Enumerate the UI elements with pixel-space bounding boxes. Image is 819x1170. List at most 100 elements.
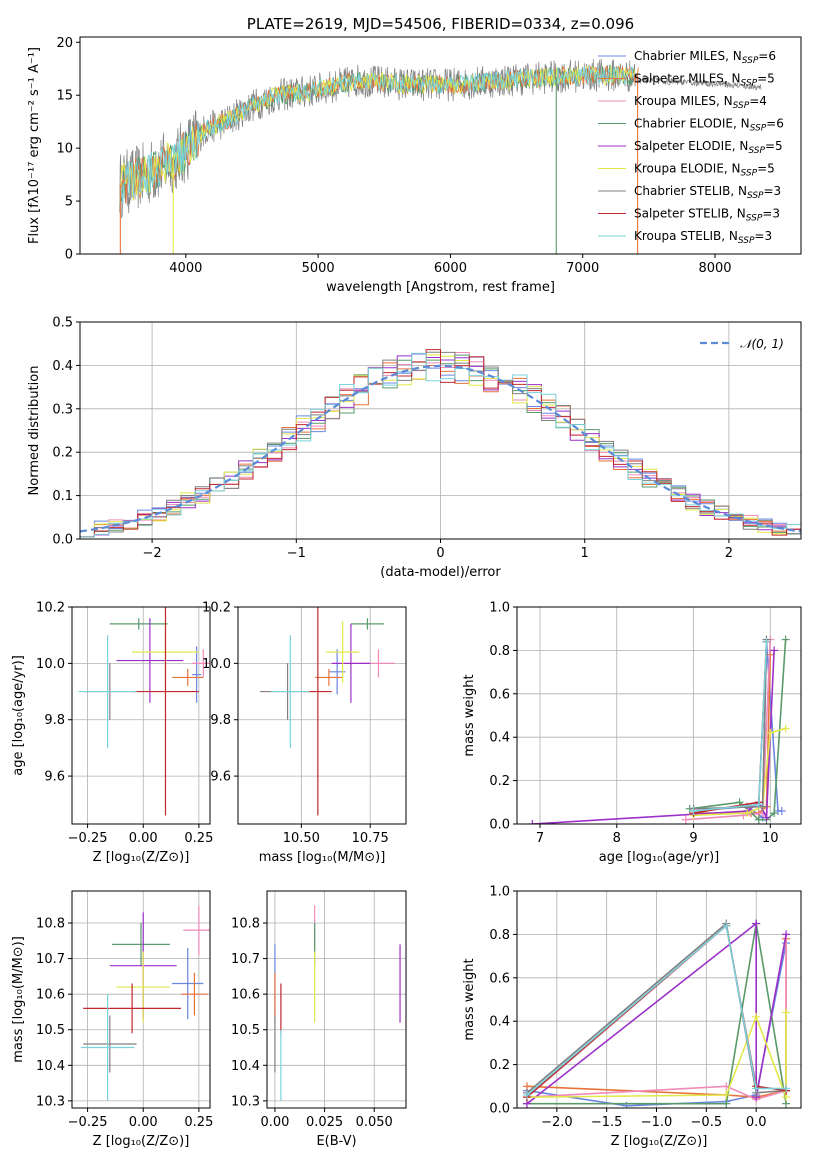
mass-vs-z-ytick-label: 10.8: [36, 917, 65, 932]
weight-vs-z-series-salpeter-elodie: [522, 919, 791, 1108]
age-vs-mass-point-kroupa-stelib: [271, 635, 310, 748]
age-vs-mass-ytick-label: 9.6: [210, 770, 231, 785]
weight-vs-age-xtick-label: 10: [762, 831, 779, 846]
mass-vs-z-point-salpeter-miles: [181, 972, 208, 1016]
mass-vs-z-point-chabrier-elodie: [112, 923, 170, 966]
normal-curve: [80, 364, 801, 533]
age-vs-z-point-salpeter-elodie: [116, 618, 184, 703]
weight-vs-age-ytick-label: 0.8: [489, 644, 510, 659]
spectrum-ytick-label: 15: [56, 89, 73, 104]
age-vs-z-panel: −0.25 0.00 0.25 9.6 9.8 10.0 10.2 Z [log₁₀(Z/Z⊙…: [11, 601, 213, 866]
weight-vs-age-xlabel: age [log₁₀(age/yr)]: [599, 850, 720, 865]
mass-vs-z-ylabel: mass [log₁₀(M/M⊙)]: [11, 936, 26, 1063]
residuals-xtick-label: −2: [143, 546, 162, 561]
age-vs-z-ytick-label: 9.6: [44, 770, 65, 785]
age-vs-z-ytick-label: 10.0: [36, 657, 65, 672]
weight-vs-z-xtick-label: −0.5: [691, 1115, 723, 1130]
age-vs-mass-xtick-label: 10.50: [283, 831, 320, 846]
spectrum-plot-area: [119, 58, 762, 254]
weight-vs-age-ytick-label: 0.2: [489, 774, 510, 789]
mass-vs-z-ytick-label: 10.6: [36, 988, 65, 1003]
age-vs-mass-xtick-label: 10.75: [352, 831, 389, 846]
mass-vs-z-ytick-label: 10.3: [36, 1094, 65, 1109]
weight-vs-z-ytick-label: 0.8: [489, 928, 510, 943]
mass-vs-ebv-xtick-label: 0.00: [260, 1115, 289, 1130]
residuals-ytick-label: 0.1: [52, 489, 73, 504]
weight-vs-z-ytick-label: 0.2: [489, 1058, 510, 1073]
residuals-ylabel: Normed distribution: [27, 366, 42, 496]
residuals-legend-label: 𝒩(0, 1): [740, 337, 784, 351]
weight-vs-z-xtick-label: 0.0: [746, 1115, 767, 1130]
mass-vs-ebv-xtick-label: 0.050: [356, 1115, 393, 1130]
age-vs-z-frame: [71, 606, 211, 825]
mass-vs-z-ytick-label: 10.5: [36, 1023, 65, 1038]
weight-vs-z-xtick-label: −1.5: [591, 1115, 623, 1130]
mass-vs-z-point-kroupa-miles: [183, 905, 210, 956]
age-vs-z-point-chabrier-elodie: [109, 618, 168, 630]
age-vs-z-ytick-label: 9.8: [44, 713, 65, 728]
mass-vs-z-point-chabrier-stelib: [83, 1015, 137, 1073]
residuals-xtick-label: −1: [287, 546, 306, 561]
weight-vs-age-plot-area: [528, 635, 790, 824]
spectrum-legend-label: Kroupa STELIB, NSSP=3: [634, 229, 772, 246]
weight-vs-age-series-kroupa-miles: [681, 635, 775, 824]
weight-vs-age-xtick-label: 8: [613, 831, 621, 846]
weight-vs-z-xtick-label: −2.0: [541, 1115, 573, 1130]
weight-vs-z-frame: [516, 890, 802, 1109]
spectrum-legend-label: Chabrier STELIB, NSSP=3: [634, 184, 781, 201]
weight-vs-age-series-kroupa-stelib: [689, 637, 771, 815]
mass-vs-z-plot-area: [80, 905, 210, 1101]
weight-vs-age-xtick-label: 7: [536, 831, 544, 846]
spectrum-ytick-label: 5: [65, 195, 73, 210]
weight-vs-z-series-kroupa-stelib: [522, 921, 791, 1099]
weight-vs-age-panel: 7 8 9 10 0.0 0.2 0.4 0.6 0.8 1.0 age [log₁₀(age/yr…: [462, 601, 802, 865]
mass-vs-ebv-ytick-label: 10.6: [231, 988, 260, 1003]
weight-vs-z-panel: −2.0 −1.5 −1.0 −0.5 0.0 0.0 0.2 0.4 0.6 0.8 1.0 Z […: [462, 885, 802, 1149]
spectrum-ytick-label: 20: [56, 36, 73, 51]
weight-vs-z-ylabel: mass weight: [462, 958, 477, 1040]
mass-vs-z-point-kroupa-elodie: [116, 951, 170, 1023]
age-vs-z-xtick-label: 0.00: [129, 831, 158, 846]
weight-vs-age-series-chabrier-elodie: [685, 635, 790, 824]
spectrum-frame: [79, 36, 802, 255]
age-vs-z-point-kroupa-stelib: [78, 635, 137, 748]
spectrum-ylabel: Flux [fλ10⁻¹⁷ erg cm⁻² s⁻¹ A⁻¹]: [27, 47, 42, 244]
mass-vs-z-xlabel: Z [log₁₀(Z/Z⊙)]: [93, 1134, 190, 1149]
age-vs-mass-panel: 10.50 10.75 9.6 9.8 10.0 10.2 mass [log₁₀(M/M⊙…: [202, 601, 407, 865]
spectrum-xlabel: wavelength [Angstrom, rest frame]: [326, 280, 555, 295]
spectrum-legend-label: Kroupa MILES, NSSP=4: [634, 94, 767, 111]
residuals-ytick-label: 0.2: [52, 446, 73, 461]
age-vs-z-point-kroupa-miles: [192, 649, 210, 678]
age-vs-z-xlabel: Z [log₁₀(Z/Z⊙)]: [93, 850, 190, 865]
weight-vs-age-ytick-label: 0.6: [489, 687, 510, 702]
age-vs-mass-ytick-label: 10.0: [202, 657, 231, 672]
residuals-xtick-label: 1: [581, 546, 589, 561]
residuals-plot-area: [80, 349, 801, 538]
age-vs-mass-point-chabrier-elodie: [350, 618, 384, 630]
spectrum-xtick-label: 5000: [302, 261, 335, 276]
residuals-xtick-label: 2: [725, 546, 733, 561]
residuals-ytick-label: 0.3: [52, 402, 73, 417]
residuals-ytick-label: 0.0: [52, 533, 73, 548]
spectrum-xtick-label: 8000: [698, 261, 731, 276]
weight-vs-z-xlabel: Z [log₁₀(Z/Z⊙)]: [611, 1134, 708, 1149]
spectrum-model-line: [119, 65, 636, 207]
residuals-ytick-label: 0.4: [52, 359, 73, 374]
weight-vs-z-ytick-label: 0.0: [489, 1102, 510, 1117]
mass-vs-ebv-ytick-label: 10.4: [231, 1059, 260, 1074]
weight-vs-z-ytick-label: 1.0: [489, 885, 510, 900]
spectrum-xtick-label: 4000: [169, 261, 202, 276]
mass-vs-ebv-ytick-label: 10.3: [231, 1094, 260, 1109]
mass-vs-z-point-salpeter-stelib: [83, 983, 182, 1034]
weight-vs-age-ytick-label: 0.4: [489, 731, 510, 746]
weight-vs-age-series-chabrier-stelib: [689, 635, 771, 813]
residuals-xtick-label: 0: [436, 546, 444, 561]
weight-vs-age-series-salpeter-stelib: [689, 637, 771, 818]
mass-vs-ebv-xlabel: E(B-V): [316, 1134, 356, 1149]
age-vs-mass-frame: [237, 606, 407, 825]
mass-vs-z-frame: [71, 890, 211, 1109]
age-vs-z-plot-area: [78, 607, 210, 816]
weight-vs-z-ytick-label: 0.4: [489, 1015, 510, 1030]
spectrum-ytick-label: 0: [65, 248, 73, 263]
